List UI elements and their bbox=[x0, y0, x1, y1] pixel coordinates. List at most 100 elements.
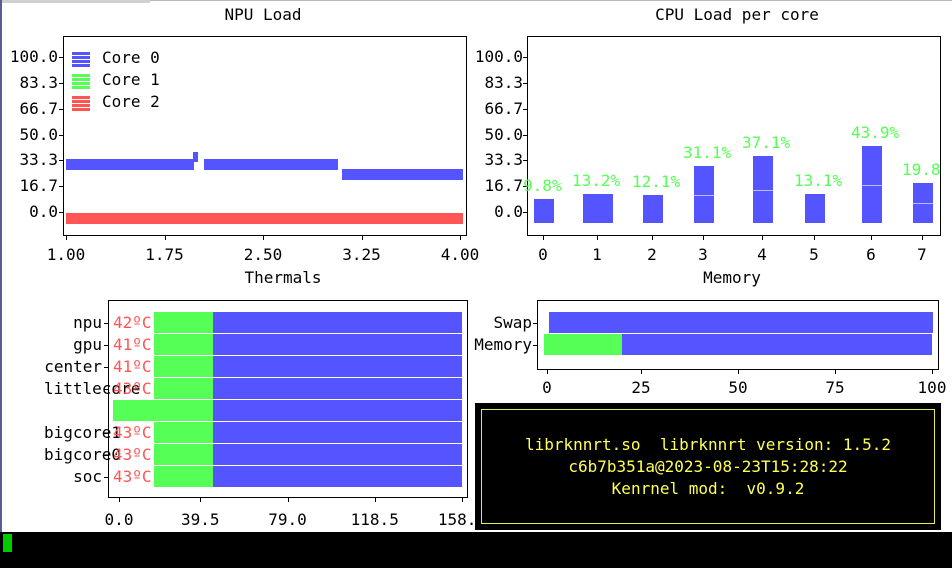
memory-bar-used bbox=[544, 334, 622, 355]
thermal-sensor-label: bigcore0 bbox=[44, 445, 122, 464]
npu-x-tick-label: 4.00 bbox=[440, 245, 480, 264]
thermal-bar-blue bbox=[213, 444, 462, 465]
npu-y-tick-label: 33.3 bbox=[19, 150, 58, 170]
npu-y-tick bbox=[59, 82, 63, 84]
legend-label-core-2: Core 2 bbox=[102, 92, 160, 111]
cpu-x-tick-label: 6 bbox=[866, 245, 876, 264]
memory-chart-title: Memory bbox=[703, 268, 761, 287]
npu-x-tick bbox=[361, 236, 363, 240]
cpu-bar bbox=[534, 199, 554, 223]
cpu-y-tick-label: 16.7 bbox=[484, 176, 523, 196]
cpu-bar bbox=[694, 166, 714, 223]
npu-y-tick-label: 0.0 bbox=[29, 202, 58, 221]
npu-x-tick-label: 1.75 bbox=[145, 245, 184, 264]
cpu-y-tick bbox=[523, 134, 527, 136]
npu-y-tick bbox=[59, 212, 63, 213]
thermal-x-tick-label: 118.5 bbox=[350, 510, 399, 529]
thermal-bar-blue bbox=[213, 378, 462, 399]
cpu-y-tick bbox=[523, 82, 527, 84]
thermals-chart-title: Thermals bbox=[244, 268, 322, 287]
thermal-bar-green bbox=[154, 378, 213, 399]
thermal-bar-green bbox=[113, 400, 213, 421]
thermal-bar-blue bbox=[213, 422, 462, 443]
thermal-y-tick bbox=[104, 433, 108, 434]
cpu-bar bbox=[583, 194, 613, 223]
memory-row-label: Memory bbox=[474, 335, 532, 354]
npu-y-tick-label: 66.7 bbox=[19, 98, 58, 118]
npu-chart-panel bbox=[63, 36, 467, 236]
thermal-x-tick bbox=[119, 498, 120, 502]
thermal-bar-green bbox=[154, 444, 213, 465]
memory-x-tick-label: 0 bbox=[542, 378, 552, 397]
thermal-x-tick-label: 158.0 bbox=[437, 510, 487, 529]
window-tab-strip bbox=[0, 0, 150, 3]
npu-y-tick-label: 100.0 bbox=[9, 47, 58, 66]
thermal-y-tick bbox=[104, 477, 108, 478]
thermal-bar-green bbox=[154, 356, 213, 377]
cpu-y-tick bbox=[523, 160, 527, 162]
cpu-x-tick-label: 5 bbox=[809, 245, 819, 264]
npu-x-tick bbox=[460, 236, 461, 240]
thermal-y-tick bbox=[104, 367, 108, 368]
memory-x-tick bbox=[932, 370, 933, 374]
npu-y-tick-label: 83.3 bbox=[19, 72, 58, 92]
npu-y-tick-label: 50.0 bbox=[19, 124, 58, 144]
runtime-build-line: c6b7b351a@2023-08-23T15:28:22 bbox=[568, 456, 848, 476]
thermal-temp-value: 43ºC bbox=[113, 423, 152, 442]
thermal-sensor-label: littlecore bbox=[44, 379, 141, 398]
cpu-x-tick bbox=[871, 236, 872, 240]
cpu-y-tick bbox=[523, 57, 527, 58]
memory-bar-free bbox=[621, 334, 932, 355]
cpu-x-tick bbox=[703, 236, 704, 240]
thermal-bar-green bbox=[154, 334, 213, 355]
cpu-percent-label: 13.1% bbox=[794, 171, 843, 190]
memory-bar-swap bbox=[548, 312, 933, 333]
thermal-sensor-label: bigcore1 bbox=[44, 423, 122, 442]
cpu-y-tick-label: 0.0 bbox=[494, 202, 523, 221]
npu-core-0-spike bbox=[193, 152, 199, 163]
npu-x-tick-label: 3.25 bbox=[342, 245, 381, 264]
memory-x-tick-label: 100 bbox=[917, 378, 947, 397]
cpu-y-tick bbox=[523, 108, 527, 110]
cpu-x-tick-label: 2 bbox=[647, 245, 657, 264]
npu-x-tick bbox=[66, 236, 67, 240]
npu-y-tick bbox=[59, 108, 63, 110]
thermal-y-tick bbox=[104, 323, 108, 324]
cpu-percent-label: 43.9% bbox=[851, 123, 900, 142]
cpu-bar-stripe bbox=[694, 195, 714, 196]
cpu-chart-title: CPU Load per core bbox=[655, 5, 819, 24]
thermal-x-tick-label: 39.5 bbox=[180, 510, 220, 529]
terminal-input-area[interactable] bbox=[0, 532, 952, 568]
cpu-x-tick bbox=[762, 236, 763, 240]
thermal-bar-blue bbox=[213, 400, 462, 421]
memory-row-label: Swap bbox=[493, 313, 532, 332]
npu-y-tick bbox=[59, 160, 63, 162]
terminal-cursor bbox=[3, 534, 12, 552]
cpu-x-tick-label: 7 bbox=[917, 245, 927, 264]
thermal-x-tick-label: 79.0 bbox=[268, 510, 307, 529]
runtime-info-frame: librknnrt.so librknnrt version: 1.5.2 c6… bbox=[481, 409, 935, 524]
cpu-percent-label: 9.8% bbox=[523, 176, 562, 195]
npu-y-tick-label: 16.7 bbox=[19, 176, 58, 196]
npu-x-tick-label: 2.50 bbox=[243, 245, 283, 264]
thermal-x-tick bbox=[200, 498, 202, 502]
legend-label-core-1: Core 1 bbox=[102, 70, 160, 89]
memory-x-tick-label: 25 bbox=[631, 378, 651, 397]
cpu-percent-label: 12.1% bbox=[632, 172, 681, 191]
cpu-y-tick-label: 50.0 bbox=[484, 124, 523, 144]
npu-y-tick bbox=[59, 57, 63, 58]
thermal-temp-value: 43ºC bbox=[113, 467, 152, 486]
cpu-y-tick bbox=[523, 212, 527, 213]
memory-y-tick bbox=[533, 323, 537, 324]
window-top-border bbox=[0, 0, 952, 1]
thermal-bar-blue bbox=[213, 466, 462, 487]
thermal-temp-value: 43ºC bbox=[113, 379, 152, 398]
core-2-swatch-icon bbox=[72, 95, 90, 111]
npu-x-tick bbox=[164, 236, 166, 240]
window-left-border bbox=[0, 0, 2, 568]
thermal-sensor-label: soc bbox=[73, 467, 102, 486]
thermal-bar-green bbox=[154, 466, 213, 487]
cpu-bar bbox=[862, 146, 882, 223]
npu-chart-title: NPU Load bbox=[224, 5, 302, 24]
thermal-x-tick-label: 0.0 bbox=[104, 510, 134, 529]
